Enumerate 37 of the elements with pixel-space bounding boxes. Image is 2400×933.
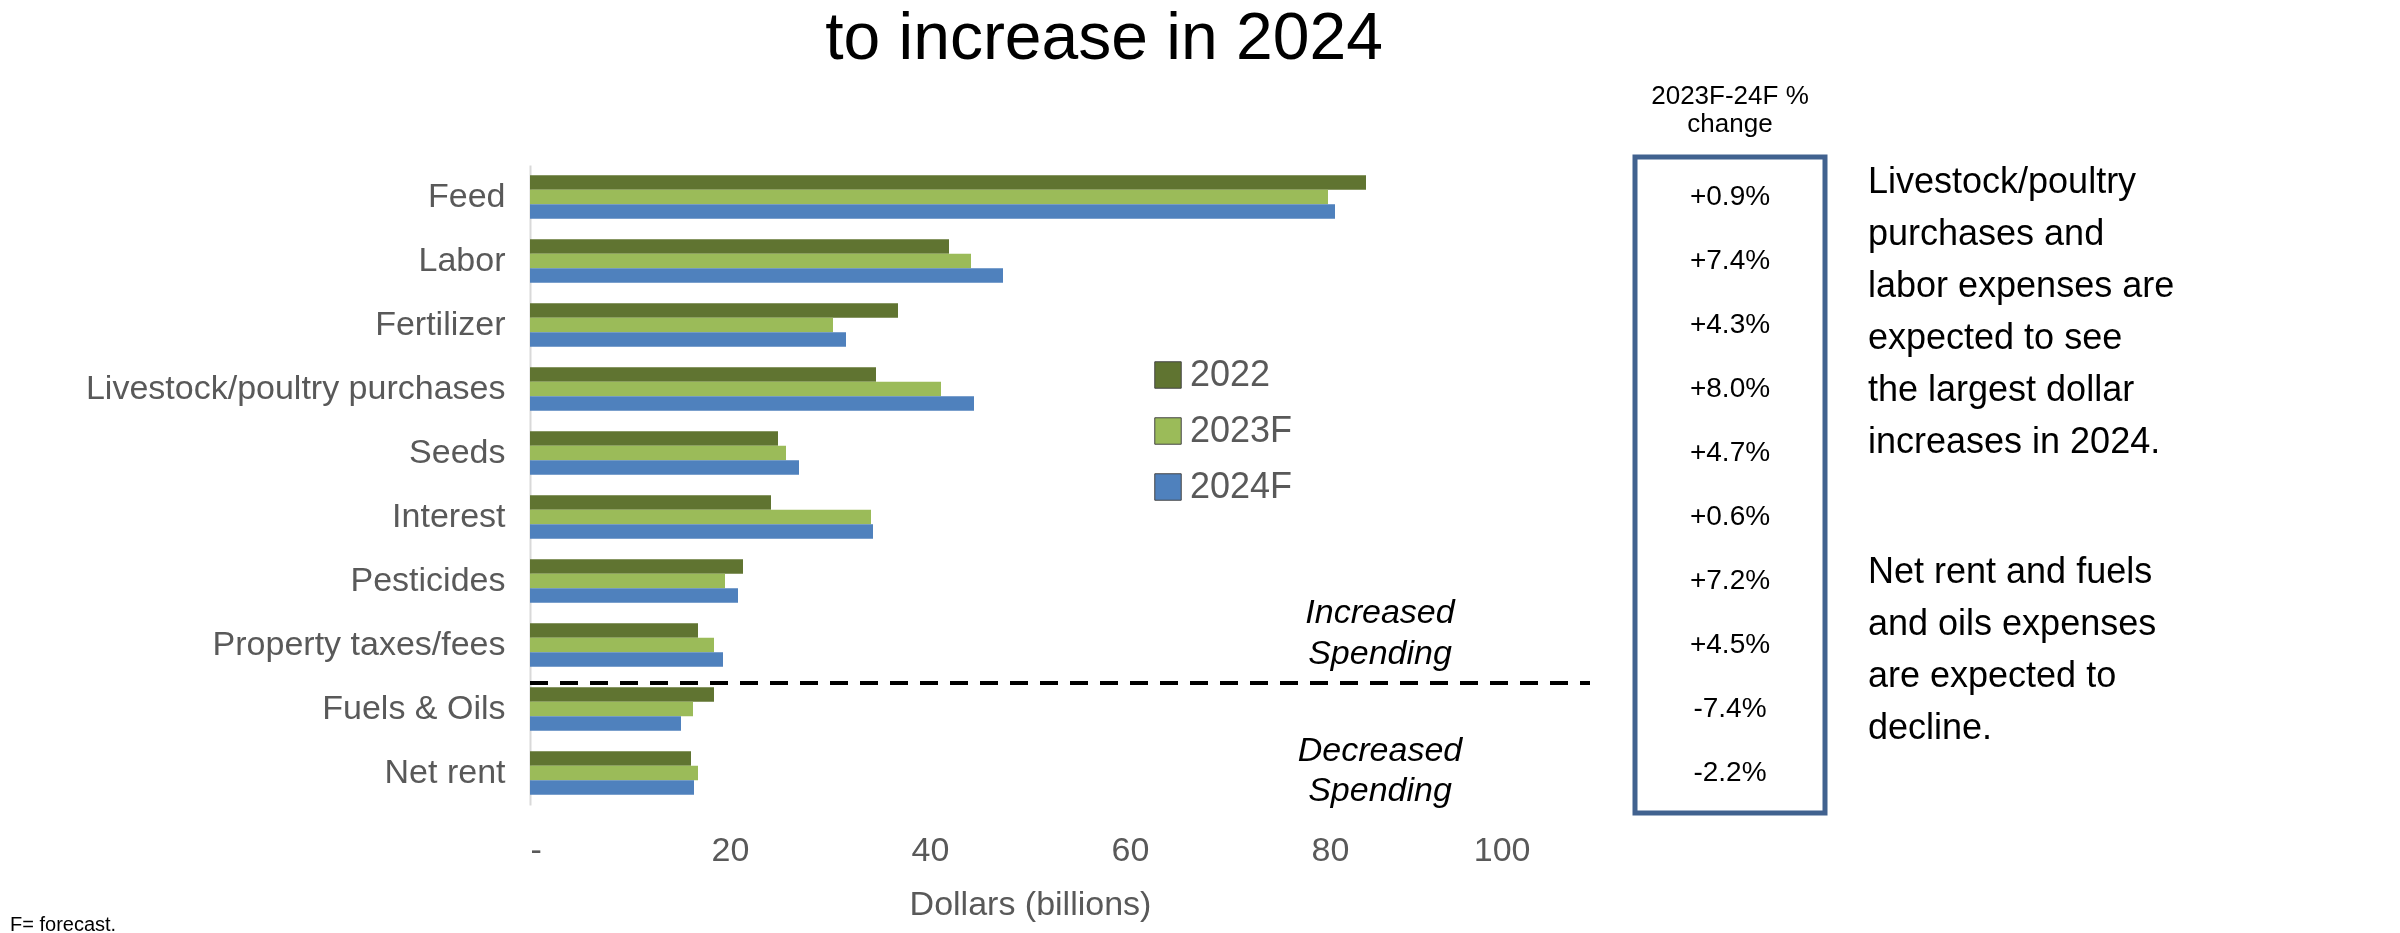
text: -7.4% [1693, 692, 1767, 723]
x-tick-label: 80 [1311, 829, 1350, 868]
text: -2.2% [1693, 756, 1767, 787]
annotation: Increased Spending [1305, 592, 1456, 671]
legend-label: 2023F [1190, 409, 1293, 450]
text: +7.4% [1689, 244, 1771, 275]
y-tick-label: Property taxes/fees [212, 624, 506, 662]
legend-label: 2024F [1190, 465, 1293, 506]
annotation: Decreased Spending [1297, 729, 1464, 809]
y-tick-label: Labor [418, 240, 506, 278]
legend-label: 2022 [1190, 353, 1271, 394]
x-tick-label: 20 [711, 829, 750, 868]
y-tick-label: Fuels & Oils [322, 688, 506, 726]
text: +7.2% [1689, 564, 1771, 595]
y-tick-label: Interest [392, 496, 507, 534]
text: 2023F-24F % change [1651, 79, 1809, 138]
x-tick-label: 60 [1111, 829, 1150, 868]
y-tick-label: Feed [428, 176, 506, 214]
text: +4.3% [1689, 308, 1771, 339]
text: +0.9% [1689, 180, 1771, 211]
x-tick-label: 100 [1473, 829, 1531, 868]
y-tick-label: Seeds [409, 432, 506, 470]
chart-title: to increase in 2024 [825, 0, 1383, 73]
y-tick-label: Pesticides [350, 560, 506, 598]
x-tick-label: 40 [911, 829, 950, 868]
x-tick-label: - [530, 829, 542, 868]
x-axis-title: Dollars (billions) [909, 883, 1152, 922]
text: +0.6% [1689, 500, 1771, 531]
y-tick-label: Net rent [384, 752, 507, 790]
text: +4.5% [1689, 628, 1771, 659]
text: +4.7% [1689, 436, 1771, 467]
y-tick-label: Fertilizer [375, 304, 506, 342]
text: Livestock/poultry purchases and labor expenses are expected to see the largest dollar increases in 2024. [1868, 160, 2175, 461]
y-tick-label: Livestock/poultry purchases [85, 368, 506, 406]
text: F= forecast. [10, 913, 117, 933]
text: Net rent and fuels and oils expenses are expected to decline. [1868, 550, 2157, 747]
text: +8.0% [1689, 372, 1771, 403]
